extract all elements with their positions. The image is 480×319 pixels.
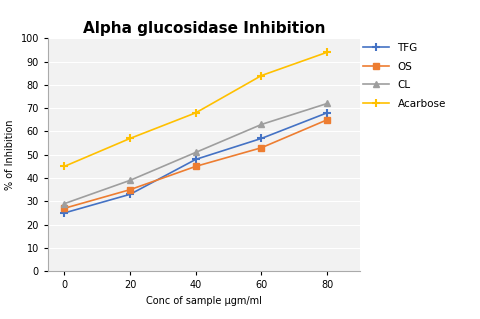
Acarbose [259,74,264,78]
Title: Alpha glucosidase Inhibition: Alpha glucosidase Inhibition [83,21,325,36]
CL [324,101,330,105]
CL [193,151,199,154]
CL [127,178,133,182]
TFG [61,211,67,215]
Legend: TFG, OS, CL, Acarbose: TFG, OS, CL, Acarbose [363,43,446,109]
Acarbose [193,111,199,115]
Line: Acarbose: Acarbose [60,48,331,171]
Acarbose [61,165,67,168]
TFG [324,111,330,115]
X-axis label: Conc of sample μgm/ml: Conc of sample μgm/ml [146,296,262,306]
CL [259,122,264,126]
TFG [127,192,133,196]
OS [61,206,67,210]
OS [193,165,199,168]
Line: CL: CL [61,101,330,206]
Acarbose [324,50,330,54]
TFG [259,137,264,140]
Acarbose [127,137,133,140]
OS [127,188,133,191]
CL [61,202,67,205]
Line: OS: OS [61,117,330,211]
TFG [193,158,199,161]
Y-axis label: % of Inhibition: % of Inhibition [5,119,15,190]
OS [259,146,264,150]
Line: TFG: TFG [60,109,331,217]
OS [324,118,330,122]
